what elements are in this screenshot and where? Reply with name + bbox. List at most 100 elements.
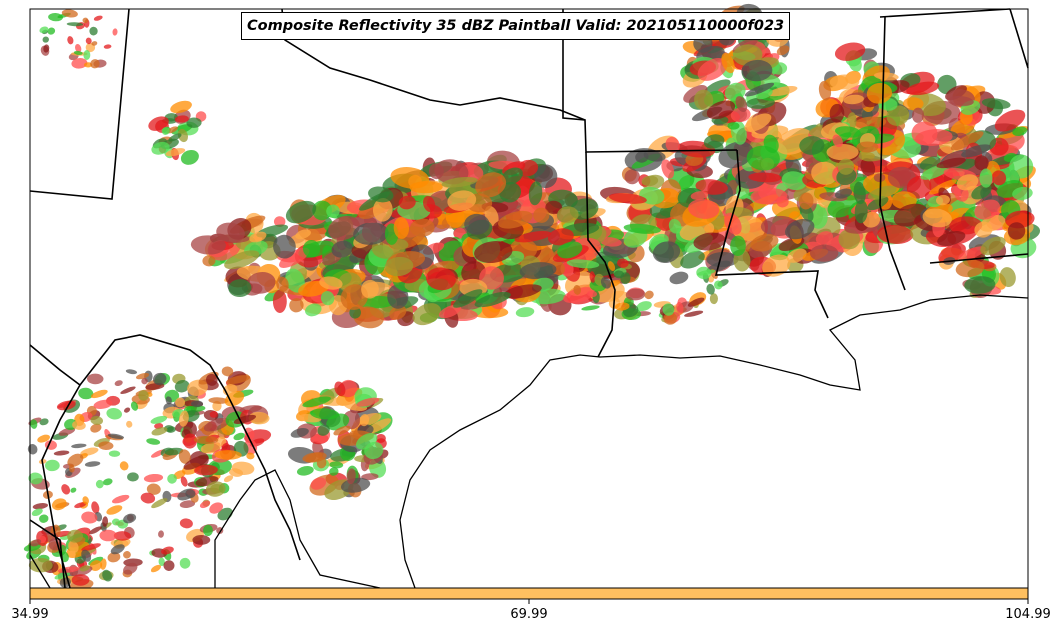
reflectivity-blob	[102, 516, 109, 527]
reflectivity-blob	[296, 466, 314, 476]
reflectivity-blob	[856, 141, 879, 153]
reflectivity-blob	[829, 103, 845, 123]
reflectivity-blob	[86, 373, 104, 385]
reflectivity-blob	[305, 303, 322, 317]
reflectivity-blob	[165, 148, 186, 157]
reflectivity-blob	[353, 306, 384, 329]
reflectivity-blob	[328, 215, 360, 241]
reflectivity-blob	[74, 502, 87, 509]
reflectivity-blob	[106, 407, 123, 420]
reflectivity-blob	[356, 397, 380, 407]
reflectivity-blob	[89, 26, 98, 36]
reflectivity-blob	[573, 284, 581, 295]
reflectivity-blob	[727, 122, 740, 130]
reflectivity-blob	[902, 97, 924, 111]
reflectivity-blob	[980, 236, 1006, 256]
reflectivity-blob	[641, 175, 659, 187]
reflectivity-blob	[826, 144, 859, 161]
reflectivity-blob	[199, 500, 211, 509]
colorbar-tick-label: 34.99	[11, 607, 49, 622]
reflectivity-blob	[971, 184, 992, 200]
reflectivity-blob	[912, 107, 924, 123]
reflectivity-blob	[355, 432, 378, 450]
reflectivity-blob	[329, 467, 339, 476]
reflectivity-blob	[676, 301, 684, 314]
reflectivity-blob	[244, 427, 255, 440]
reflectivity-blob	[1012, 126, 1028, 136]
colorbar-tick-label: 104.99	[1005, 607, 1051, 622]
reflectivity-blob	[409, 181, 443, 194]
reflectivity-blob	[587, 290, 598, 298]
reflectivity-blob	[111, 494, 130, 504]
reflectivity-blob	[164, 447, 184, 456]
reflectivity-blob	[994, 109, 1026, 132]
reflectivity-blob	[231, 461, 255, 475]
reflectivity-blob	[233, 432, 245, 441]
reflectivity-blob	[83, 62, 93, 68]
reflectivity-blob	[718, 141, 754, 169]
reflectivity-blob	[39, 26, 49, 34]
reflectivity-blob	[223, 475, 234, 483]
reflectivity-blob	[730, 235, 746, 256]
reflectivity-blob	[750, 233, 779, 252]
reflectivity-blob	[216, 222, 245, 243]
state-borders	[29, 8, 1029, 589]
reflectivity-blob	[798, 192, 814, 210]
reflectivity-blob	[503, 284, 542, 299]
reflectivity-blob	[837, 158, 855, 175]
reflectivity-blob	[123, 551, 131, 559]
reflectivity-blob	[146, 438, 161, 445]
reflectivity-blob	[67, 453, 84, 467]
reflectivity-blob	[316, 456, 327, 469]
reflectivity-blob	[683, 85, 708, 103]
reflectivity-blob	[228, 279, 252, 298]
reflectivity-blob	[781, 171, 808, 191]
reflectivity-blob	[422, 195, 436, 213]
reflectivity-blob	[103, 44, 112, 49]
reflectivity-blob	[818, 80, 832, 101]
reflectivity-blob	[81, 511, 98, 524]
reflectivity-blob	[447, 190, 477, 211]
reflectivity-blob	[183, 455, 209, 470]
reflectivity-blob	[209, 502, 223, 514]
reflectivity-blob	[974, 221, 993, 238]
reflectivity-blob	[695, 179, 728, 195]
reflectivity-blob	[279, 247, 310, 268]
reflectivity-blob	[620, 272, 631, 285]
reflectivity-blob	[44, 459, 60, 472]
reflectivity-blob	[273, 234, 296, 259]
reflectivity-blob	[224, 250, 260, 270]
reflectivity-blob	[974, 155, 989, 171]
reflectivity-blob	[192, 535, 211, 545]
reflectivity-blob	[843, 94, 864, 105]
reflectivity-blob	[811, 161, 839, 185]
reflectivity-blob	[100, 558, 107, 570]
reflectivity-blob	[785, 218, 815, 240]
reflectivity-blob	[193, 435, 219, 445]
reflectivity-blob	[581, 305, 600, 311]
reflectivity-blob	[464, 213, 490, 235]
reflectivity-blob	[158, 557, 165, 567]
reflectivity-blob	[290, 428, 309, 438]
reflectivity-blob	[867, 196, 889, 211]
reflectivity-blob	[73, 50, 83, 55]
reflectivity-blob	[206, 373, 218, 386]
reflectivity-blob	[623, 223, 661, 234]
reflectivity-blob	[107, 552, 121, 563]
reflectivity-blob	[68, 540, 79, 553]
reflectivity-blob	[180, 149, 199, 165]
reflectivity-blob	[438, 304, 462, 319]
reflectivity-blob	[412, 303, 442, 326]
reflectivity-blob	[289, 298, 304, 313]
reflectivity-blob	[226, 375, 251, 385]
reflectivity-blob	[186, 117, 202, 128]
reflectivity-blob	[706, 252, 739, 268]
reflectivity-blob	[56, 400, 76, 411]
reflectivity-blob	[37, 434, 50, 443]
reflectivity-blob	[191, 400, 204, 408]
reflectivity-blob	[90, 389, 108, 399]
reflectivity-blob	[84, 461, 101, 467]
reflectivity-blob	[776, 196, 789, 208]
reflectivity-blob	[110, 544, 125, 555]
reflectivity-blob	[174, 115, 189, 123]
